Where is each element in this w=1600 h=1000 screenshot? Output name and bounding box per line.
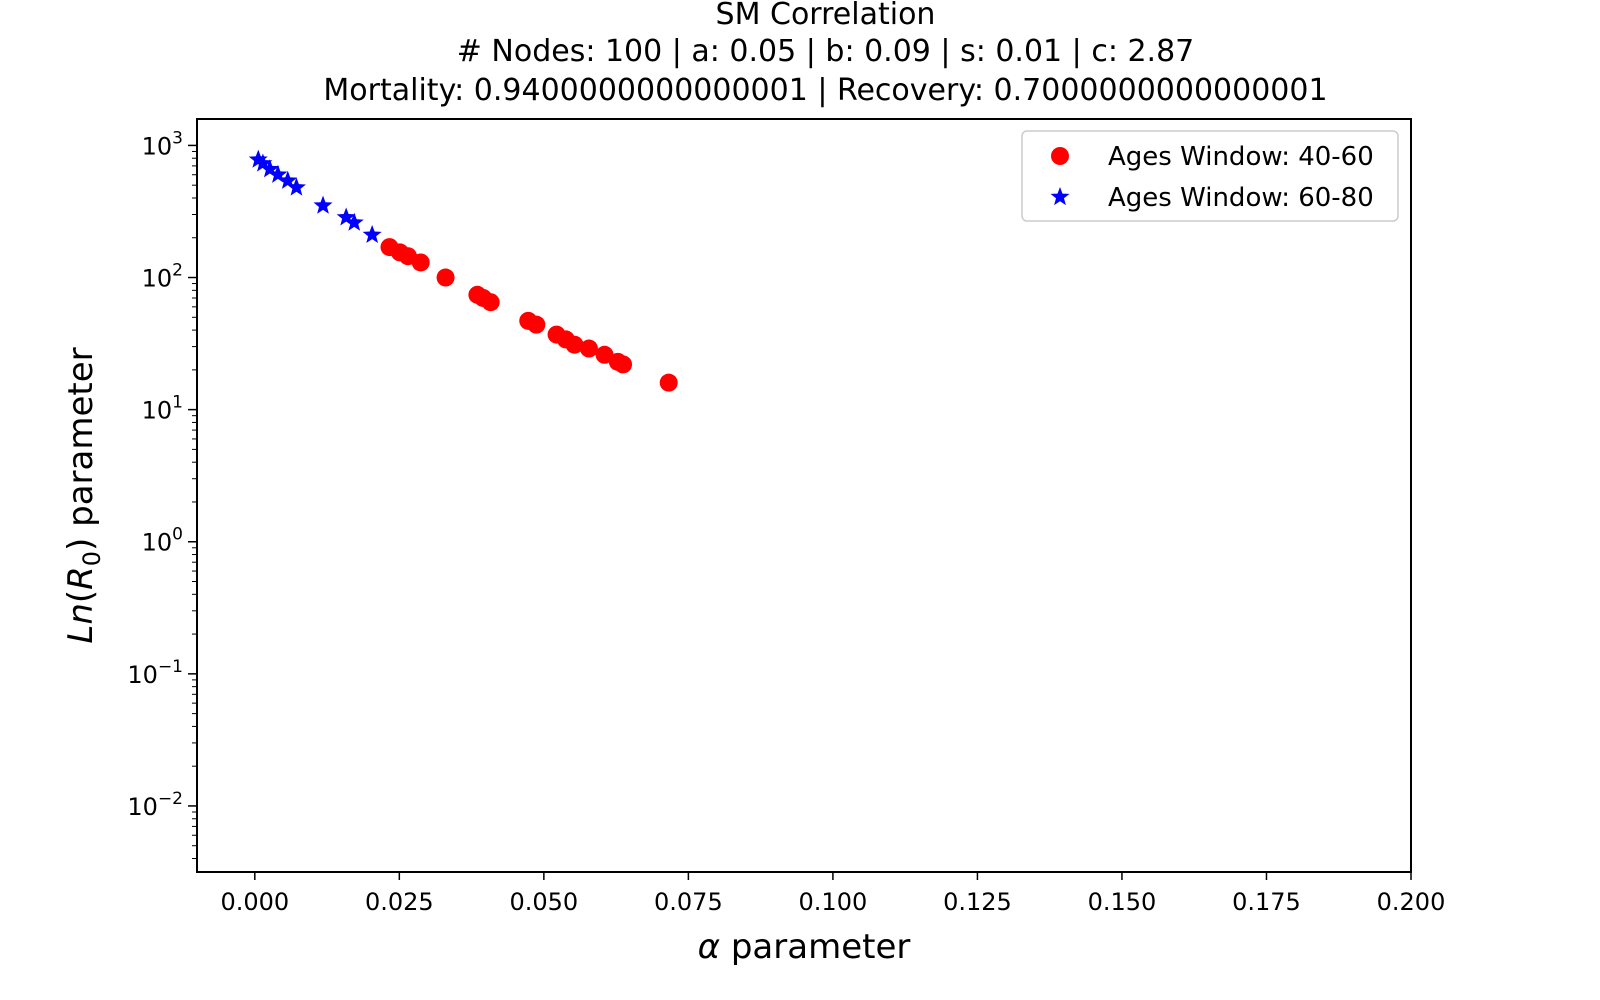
data-point-circle [659,373,678,392]
y-tick-label: 100 [142,525,183,557]
data-point-circle [411,253,430,272]
chart-subtitle-rates: Mortality: 0.9400000000000001 | Recovery… [323,73,1328,108]
y-tick-label: 10−1 [127,657,183,689]
data-point-circle [595,345,614,364]
data-point-circle [579,339,598,358]
legend-marker-circle [1051,147,1069,165]
x-tick-label: 0.175 [1232,888,1301,916]
data-point-circle [436,268,455,287]
data-point-star [253,153,273,172]
y-tick-label: 10−2 [127,789,183,821]
legend-label: Ages Window: 60-80 [1108,183,1374,213]
chart-subtitle-params: # Nodes: 100 | a: 0.05 | b: 0.09 | s: 0.… [456,34,1195,69]
x-tick-label: 0.025 [365,888,434,916]
data-point-circle [527,315,546,334]
data-point-star [286,177,306,196]
data-point-star [278,170,298,189]
x-tick-label: 0.000 [220,888,289,916]
x-tick-label: 0.125 [943,888,1012,916]
x-tick-label: 0.200 [1377,888,1446,916]
legend-box [1021,130,1399,222]
data-point-star [268,164,288,183]
data-point-star [362,224,382,244]
data-point-star [313,195,333,214]
x-axis-label-symbol: α [698,927,720,967]
x-axis-ticks: 0.000 0.025 0.050 0.075 0.100 0.125 0.150 0.175… [220,872,1445,916]
x-tick-label: 0.075 [654,888,723,916]
y-tick-label: 103 [142,128,183,160]
plot-frame [196,118,1412,873]
data-marks [248,149,678,392]
data-point-circle [614,355,633,374]
chart-title: SM Correlation [715,0,936,32]
x-tick-label: 0.150 [1088,888,1157,916]
y-tick-label: 101 [142,393,183,425]
data-point-star [248,149,268,168]
data-point-star [336,207,356,226]
legend: Ages Window: 40-60 Ages Window: 60-80 [1021,130,1399,222]
y-axis-ticks: 10−2 10−1 100 101 102 103 [127,128,197,860]
legend-marker-star [1050,187,1070,206]
x-axis-label: α parameter [698,927,911,967]
x-tick-label: 0.050 [509,888,578,916]
y-axis-label: Ln(R0) parameter [61,347,106,643]
data-point-circle [481,293,500,312]
data-point-star [344,212,364,231]
legend-label: Ages Window: 40-60 [1108,142,1374,172]
y-tick-label: 102 [142,261,183,293]
x-tick-label: 0.100 [799,888,868,916]
data-point-circle [565,335,584,354]
data-point-star [260,159,280,178]
